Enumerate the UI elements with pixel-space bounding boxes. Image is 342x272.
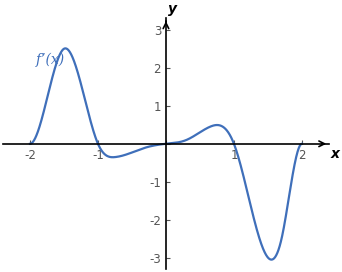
Text: f’(x): f’(x) (36, 52, 65, 67)
Text: y: y (168, 2, 177, 17)
Text: x: x (330, 147, 340, 162)
